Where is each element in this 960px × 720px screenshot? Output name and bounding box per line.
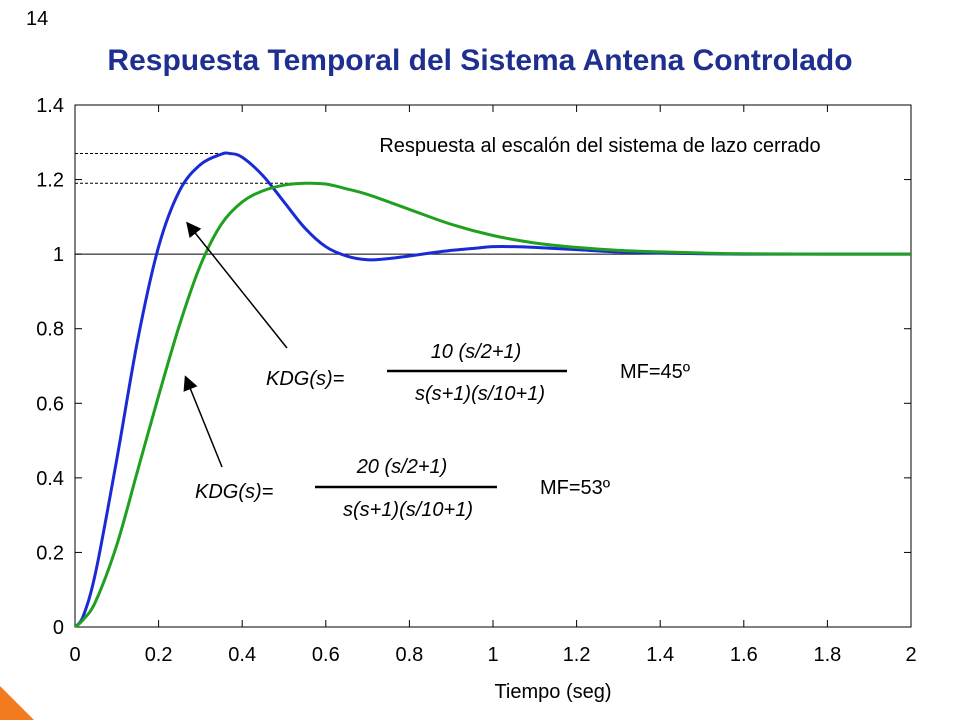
y-tick-label: 1.4 <box>36 95 64 117</box>
x-tick-label: 1.2 <box>563 644 591 666</box>
eq2-denominator: s(s+1)(s/10+1) <box>343 499 473 521</box>
y-tick-label: 0.4 <box>36 468 64 490</box>
y-tick-label: 0.8 <box>36 319 64 341</box>
corner-decoration <box>0 686 34 720</box>
y-tick-label: 1.2 <box>36 170 64 192</box>
eq2-numerator: 20 (s/2+1) <box>356 456 448 478</box>
x-axis-title: Tiempo (seg) <box>494 681 611 703</box>
y-tick-label: 0.2 <box>36 542 64 564</box>
x-tick-label: 0.6 <box>312 644 340 666</box>
chart-subtitle: Respuesta al escalón del sistema de lazo… <box>379 135 820 157</box>
eq1-lhs: KDG(s)= <box>266 368 344 390</box>
x-tick-label: 1.6 <box>730 644 758 666</box>
x-tick-label: 1.8 <box>813 644 841 666</box>
x-tick-label: 0.2 <box>145 644 173 666</box>
x-tick-label: 0.4 <box>228 644 256 666</box>
x-tick-label: 1.4 <box>646 644 674 666</box>
eq2-phase-margin: MF=53º <box>540 477 611 499</box>
eq1-arrow <box>186 221 288 349</box>
y-tick-label: 0 <box>53 617 64 639</box>
eq2-arrow <box>183 375 223 468</box>
x-tick-label: 0.8 <box>395 644 423 666</box>
page-number: 14 <box>26 8 49 30</box>
y-tick-label: 1 <box>53 244 64 266</box>
x-tick-label: 2 <box>905 644 916 666</box>
eq1-numerator: 10 (s/2+1) <box>431 341 522 363</box>
eq2-lhs: KDG(s)= <box>195 481 273 503</box>
series-line-2 <box>74 181 912 629</box>
y-tick-label: 0.6 <box>36 393 64 415</box>
eq1-denominator: s(s+1)(s/10+1) <box>415 383 545 405</box>
x-tick-label: 1 <box>487 644 498 666</box>
eq1-phase-margin: MF=45º <box>620 361 691 383</box>
x-tick-label: 0 <box>69 644 80 666</box>
slide-title: Respuesta Temporal del Sistema Antena Co… <box>107 44 853 77</box>
